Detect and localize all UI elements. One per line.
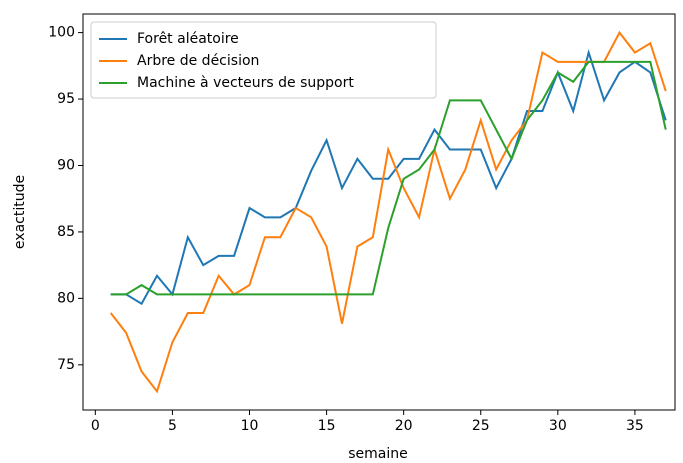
- y-tick-label: 75: [57, 357, 75, 373]
- y-tick-label: 95: [57, 91, 75, 107]
- y-axis-label: exactitude: [12, 175, 28, 249]
- legend: Forêt aléatoire Arbre de décision Machine …: [90, 21, 437, 99]
- x-tick-label: 5: [168, 418, 177, 434]
- y-tick-label: 80: [57, 290, 75, 306]
- legend-label: Forêt aléatoire: [137, 31, 239, 47]
- x-axis-label: semaine: [348, 446, 408, 462]
- x-tick-label: 10: [241, 418, 259, 434]
- x-tick-label: 15: [318, 418, 336, 434]
- x-tick-label: 25: [472, 418, 490, 434]
- legend-box: [90, 21, 437, 99]
- x-tick-label: 35: [626, 418, 644, 434]
- plot-frame: [82, 13, 676, 411]
- legend-label: Machine à vecteurs de support: [137, 75, 354, 91]
- y-tick-label: 90: [57, 157, 75, 173]
- x-tick-label: 20: [395, 418, 413, 434]
- x-tick-label: 0: [91, 418, 100, 434]
- line-series: [110, 48, 667, 306]
- line-series: [110, 60, 667, 296]
- y-tick-label: 85: [57, 224, 75, 240]
- x-tick-label: 30: [549, 418, 567, 434]
- line-series: [109, 30, 667, 394]
- legend-label: Arbre de décision: [137, 53, 259, 69]
- y-tick-label: 100: [48, 25, 75, 41]
